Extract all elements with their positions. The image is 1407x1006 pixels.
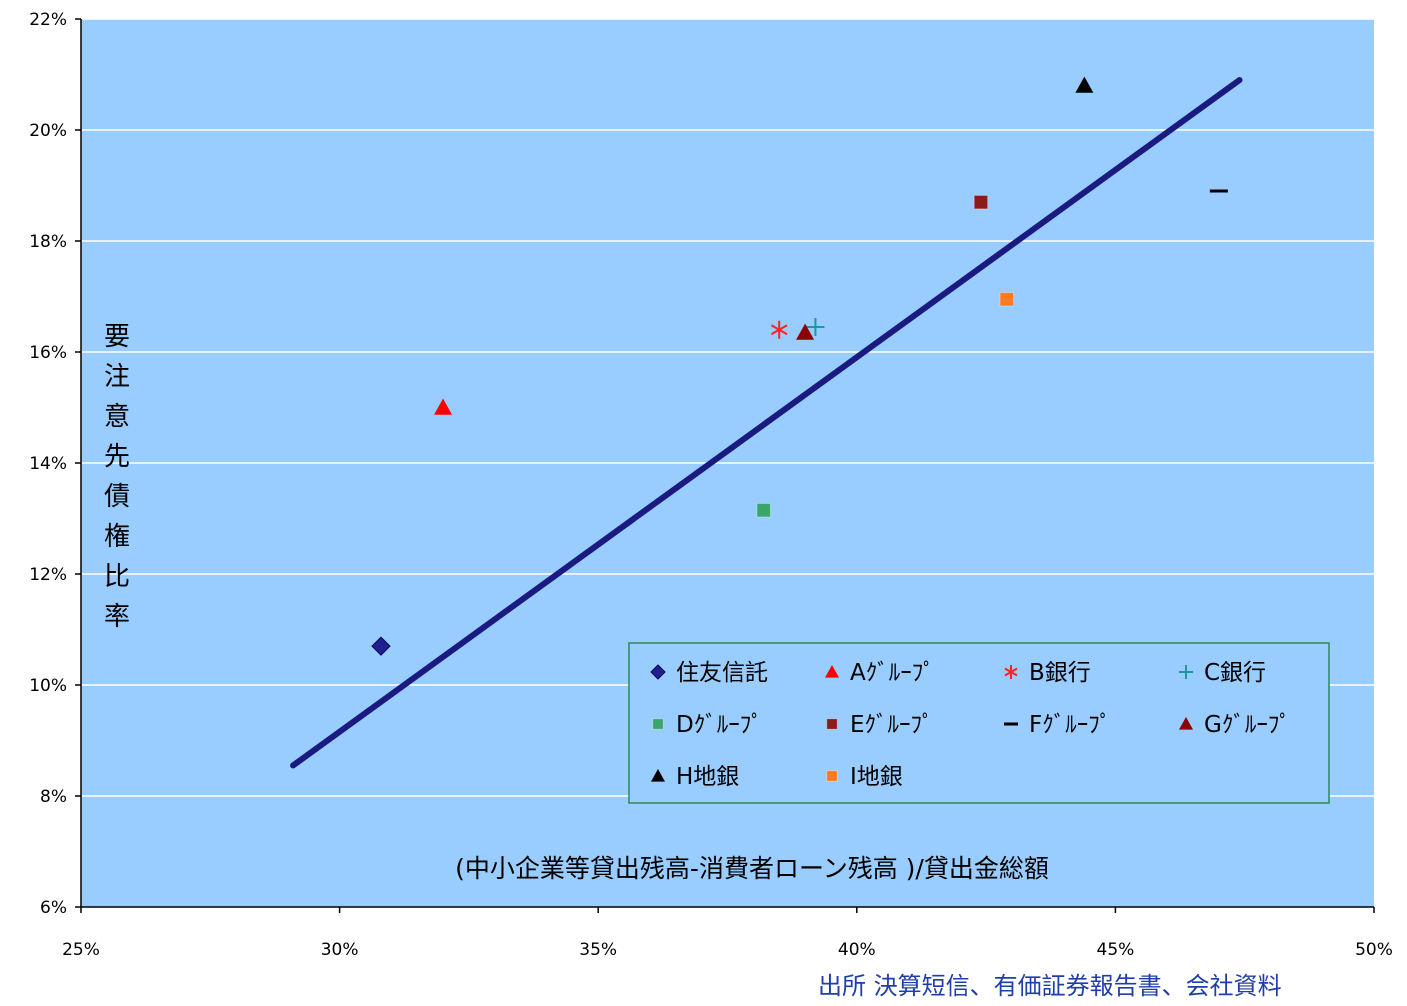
legend-label: Gｸﾞﾙｰﾌﾟ xyxy=(1204,712,1291,738)
data-point xyxy=(796,323,815,340)
source-note: 出所 決算短信、有価証券報告書、会社資料 xyxy=(818,972,1282,1000)
y-tick-label: 10% xyxy=(29,676,67,696)
y-tick-label: 20% xyxy=(29,121,67,141)
y-tick-label: 18% xyxy=(29,232,67,252)
y-tick-label: 14% xyxy=(29,454,67,474)
data-point xyxy=(756,502,771,518)
data-point xyxy=(999,292,1015,307)
data-point xyxy=(1075,76,1094,93)
x-tick-label: 30% xyxy=(321,940,359,960)
y-tick-label: 6% xyxy=(40,898,67,918)
legend-marker xyxy=(650,664,666,680)
legend-marker xyxy=(1179,665,1193,679)
legend-marker xyxy=(826,770,838,782)
data-point xyxy=(770,320,788,339)
legend-label: Fｸﾞﾙｰﾌﾟ xyxy=(1029,712,1111,738)
legend-label: C銀行 xyxy=(1204,660,1266,686)
data-points xyxy=(371,76,1228,656)
legend-box xyxy=(628,642,1330,804)
y-axis-label-char: 要 xyxy=(104,322,130,352)
legend-label: H地銀 xyxy=(676,764,739,790)
y-tick-label: 8% xyxy=(40,787,67,807)
legend-marker xyxy=(1179,717,1193,730)
x-tick-label: 45% xyxy=(1097,940,1135,960)
data-point xyxy=(973,194,989,210)
y-axis-label-char: 先 xyxy=(104,442,130,472)
data-point xyxy=(806,318,825,337)
trendline xyxy=(290,77,1243,769)
legend-label: B銀行 xyxy=(1029,660,1091,686)
y-axis-label-char: 債 xyxy=(104,482,130,512)
legend-label: I地銀 xyxy=(850,764,903,790)
y-tick-label: 22% xyxy=(29,10,67,30)
x-tick-label: 35% xyxy=(579,940,617,960)
y-axis-label-char: 権 xyxy=(104,522,130,552)
y-tick-labels: 6% 8% 10% 12% 14% 16% 18% 20% 22% xyxy=(29,10,81,918)
legend-marker xyxy=(652,718,664,730)
y-axis-label-char: 意 xyxy=(104,402,130,432)
x-tick-labels: 25% 30% 35% 40% 45% 50% xyxy=(62,907,1393,960)
legend-marker xyxy=(651,769,665,782)
legend: 住友信託 Aｸﾞﾙｰﾌﾟ B銀行 C銀行 Dｸﾞﾙｰﾌﾟ Eｸﾞﾙｰﾌﾟ Fｸﾞﾙｰﾌﾟ Gｸ… xyxy=(628,642,1330,804)
legend-label: Eｸﾞﾙｰﾌﾟ xyxy=(850,712,934,738)
legend-marker xyxy=(826,718,838,730)
y-tick-label: 12% xyxy=(29,565,67,585)
y-axis-label-char: 比 xyxy=(104,562,130,592)
x-tick-label: 50% xyxy=(1355,940,1393,960)
legend-label: 住友信託 xyxy=(676,660,768,686)
data-point xyxy=(434,398,453,415)
legend-marker xyxy=(825,665,839,678)
legend-label: Dｸﾞﾙｰﾌﾟ xyxy=(676,712,763,738)
x-tick-label: 25% xyxy=(62,940,100,960)
y-axis-label-char: 注 xyxy=(104,362,130,392)
data-point xyxy=(371,636,391,656)
x-axis-label: (中小企業等貸出残高-消費者ローン残高 )/貸出金総額 xyxy=(455,854,1049,883)
x-tick-label: 40% xyxy=(838,940,876,960)
y-tick-label: 16% xyxy=(29,343,67,363)
y-axis-label-char: 率 xyxy=(104,602,130,632)
legend-marker xyxy=(1004,665,1018,679)
legend-label: Aｸﾞﾙｰﾌﾟ xyxy=(850,660,935,686)
